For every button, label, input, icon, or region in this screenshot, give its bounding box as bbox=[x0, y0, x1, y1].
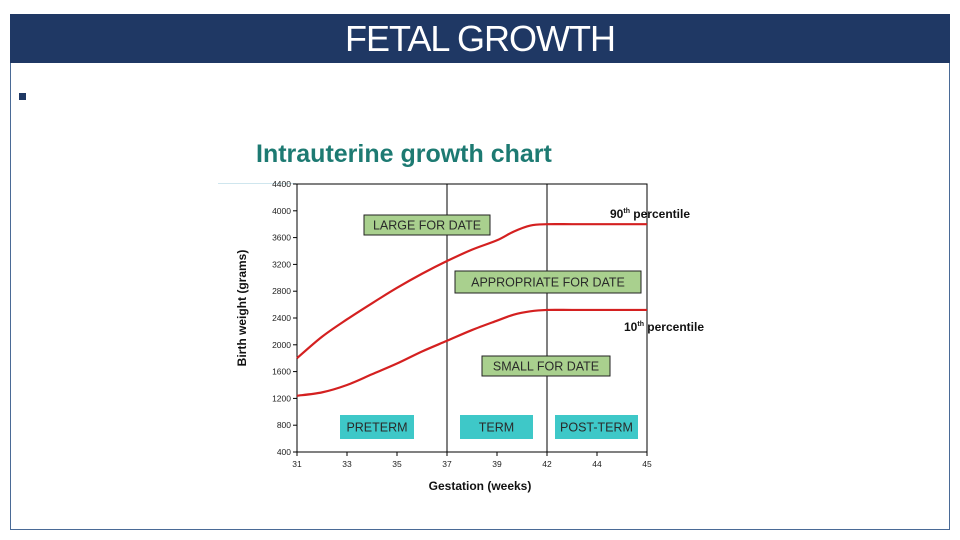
percentile-label-90: 90th percentile bbox=[610, 207, 690, 221]
bullet-marker bbox=[19, 93, 26, 100]
x-tick-label: 44 bbox=[592, 459, 602, 469]
y-tick-label: 4400 bbox=[272, 179, 291, 189]
chart-title: Intrauterine growth chart bbox=[256, 140, 552, 168]
slide-title: FETAL GROWTH bbox=[345, 17, 616, 59]
y-tick-label: 3600 bbox=[272, 233, 291, 243]
title-bar: FETAL GROWTH bbox=[10, 14, 950, 63]
y-tick-label: 1200 bbox=[272, 393, 291, 403]
x-tick-label: 42 bbox=[542, 459, 552, 469]
small-for-date-label: SMALL FOR DATE bbox=[493, 360, 599, 374]
percentile-label-10: 10th percentile bbox=[624, 320, 704, 334]
appropriate-for-date-label: APPROPRIATE FOR DATE bbox=[471, 276, 625, 290]
x-tick-label: 31 bbox=[292, 459, 302, 469]
y-tick-label: 400 bbox=[277, 447, 291, 457]
x-tick-label: 39 bbox=[492, 459, 502, 469]
preterm-label: PRETERM bbox=[346, 421, 407, 435]
x-tick-label: 37 bbox=[442, 459, 452, 469]
term-label: TERM bbox=[479, 421, 514, 435]
decorative-line bbox=[218, 183, 296, 184]
y-tick-label: 3200 bbox=[272, 259, 291, 269]
preterm-label-box bbox=[340, 415, 414, 439]
term-label-box bbox=[460, 415, 533, 439]
x-tick-label: 33 bbox=[342, 459, 352, 469]
y-tick-label: 2400 bbox=[272, 313, 291, 323]
small-for-date-label-box bbox=[481, 355, 611, 377]
large-for-date-label-box bbox=[363, 214, 491, 236]
y-tick-label: 800 bbox=[277, 420, 291, 430]
y-axis-label: Birth weight (grams) bbox=[235, 250, 249, 367]
post-term-label: POST-TERM bbox=[560, 421, 633, 435]
y-tick-label: 2800 bbox=[272, 286, 291, 296]
x-tick-label: 45 bbox=[642, 459, 652, 469]
large-for-date-label: LARGE FOR DATE bbox=[373, 219, 481, 233]
post-term-label-box bbox=[555, 415, 638, 439]
x-axis-label: Gestation (weeks) bbox=[429, 479, 532, 493]
percentile-curve-10 bbox=[296, 308, 647, 397]
y-tick-label: 1600 bbox=[272, 367, 291, 377]
appropriate-for-date-label-box bbox=[454, 270, 642, 294]
y-tick-label: 4000 bbox=[272, 206, 291, 216]
y-tick-label: 2000 bbox=[272, 340, 291, 350]
x-tick-label: 35 bbox=[392, 459, 402, 469]
percentile-curve-90 bbox=[296, 223, 647, 360]
